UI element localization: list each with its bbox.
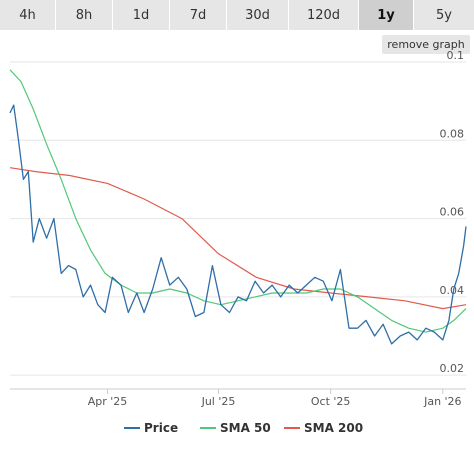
tab-120d[interactable]: 120d xyxy=(289,0,359,30)
y-axis: 0.1 0.08 0.06 0.04 0.02 xyxy=(440,49,465,375)
y-tick-label: 0.04 xyxy=(440,284,465,297)
chart-legend[interactable]: Price SMA 50 SMA 200 xyxy=(124,421,363,435)
series-line-sma-200 xyxy=(9,167,467,310)
tab-1d[interactable]: 1d xyxy=(113,0,170,30)
y-tick-label: 0.1 xyxy=(447,49,465,62)
legend-label: SMA 200 xyxy=(304,421,363,435)
timeframe-tabs: 4h 8h 1d 7d 30d 120d 1y 5y xyxy=(0,0,474,30)
x-axis: Apr '25 Jul '25 Oct '25 Jan '26 xyxy=(10,388,466,408)
legend-label: Price xyxy=(144,421,178,435)
y-tick-label: 0.02 xyxy=(440,362,465,375)
tab-30d[interactable]: 30d xyxy=(227,0,289,30)
tab-8h[interactable]: 8h xyxy=(56,0,113,30)
tab-4h[interactable]: 4h xyxy=(0,0,56,30)
tab-5y[interactable]: 5y xyxy=(414,0,474,30)
legend-item-price[interactable]: Price xyxy=(124,421,178,435)
chart-grid xyxy=(10,61,466,376)
x-tick-label: Apr '25 xyxy=(88,395,128,408)
legend-label: SMA 50 xyxy=(220,421,271,435)
tab-7d[interactable]: 7d xyxy=(170,0,227,30)
chart-series xyxy=(9,69,467,345)
series-line-sma-50 xyxy=(9,69,467,333)
tab-1y[interactable]: 1y xyxy=(359,0,414,30)
remove-graph-button[interactable]: remove graph xyxy=(382,35,470,54)
series-line-price xyxy=(9,104,467,345)
y-tick-label: 0.06 xyxy=(440,206,465,219)
x-tick-label: Jul '25 xyxy=(201,395,236,408)
legend-item-sma-200[interactable]: SMA 200 xyxy=(284,421,363,435)
x-tick-label: Jan '26 xyxy=(423,395,461,408)
y-tick-label: 0.08 xyxy=(440,127,465,140)
legend-item-sma-50[interactable]: SMA 50 xyxy=(200,421,271,435)
x-tick-label: Oct '25 xyxy=(311,395,351,408)
